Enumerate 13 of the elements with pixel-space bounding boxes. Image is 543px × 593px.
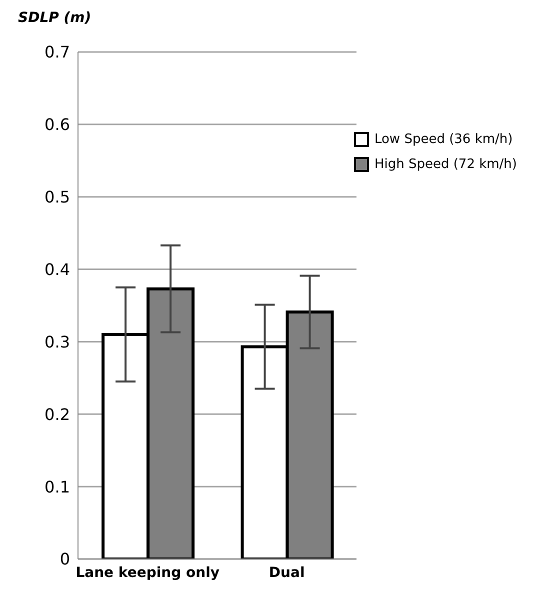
x-tick-label: Lane keeping only (76, 564, 220, 581)
y-tick-label: 0.4 (44, 260, 70, 279)
y-tick-label: 0.1 (44, 477, 70, 496)
y-tick-label: 0.6 (44, 115, 70, 134)
legend-label: High Speed (72 km/h) (374, 157, 517, 172)
legend-label: Low Speed (36 km/h) (374, 132, 513, 147)
y-tick-label: 0 (60, 550, 70, 569)
y-tick-label: 0.3 (44, 332, 70, 352)
x-tick-label: Dual (268, 564, 305, 581)
y-tick-label: 0.5 (44, 188, 70, 207)
y-tick-label: 0.7 (44, 42, 70, 62)
y-tick-label: 0.2 (44, 404, 70, 424)
y-axis-title: SDLP (m) (18, 10, 92, 26)
